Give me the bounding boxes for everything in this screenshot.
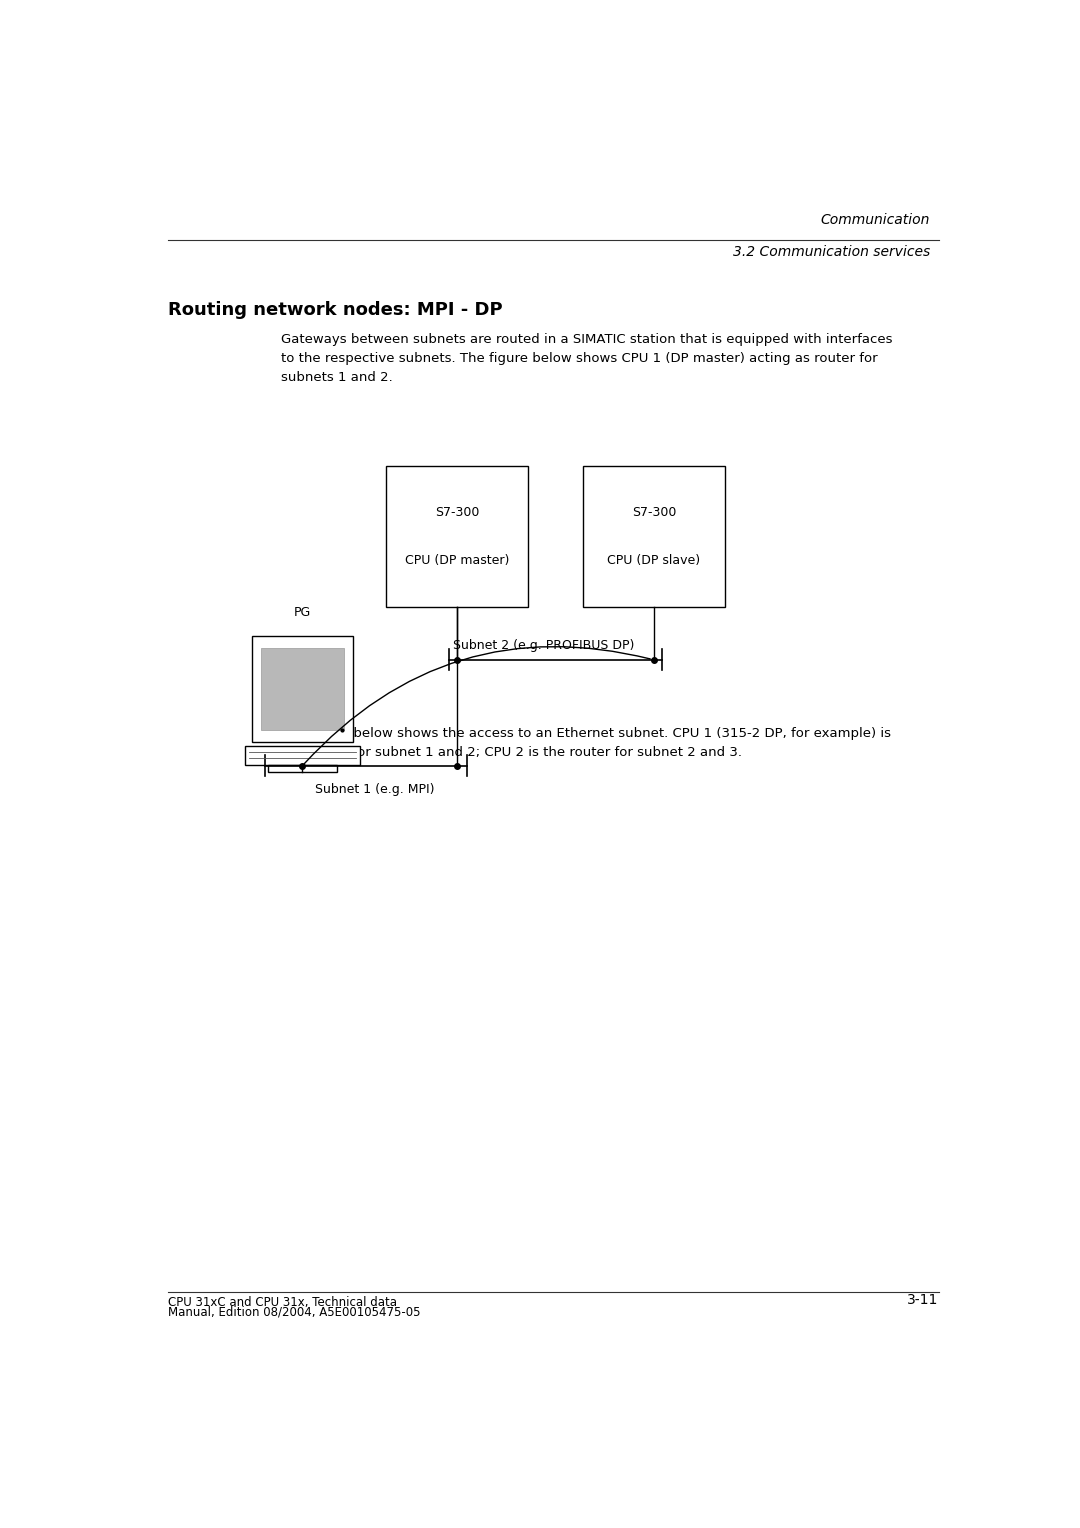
Text: 3-11: 3-11 [907,1293,939,1306]
Text: Manual, Edition 08/2004, A5E00105475-05: Manual, Edition 08/2004, A5E00105475-05 [168,1306,421,1319]
Text: PG: PG [294,605,311,619]
Text: 3.2 Communication services: 3.2 Communication services [733,244,930,258]
Text: CPU (DP slave): CPU (DP slave) [607,553,701,567]
FancyBboxPatch shape [245,746,360,764]
Text: CPU 31xC and CPU 31x, Technical data: CPU 31xC and CPU 31x, Technical data [168,1296,397,1309]
Text: S7-300: S7-300 [632,506,676,520]
Text: CPU (DP master): CPU (DP master) [405,553,510,567]
Text: Routing network nodes: MPI - DP: Routing network nodes: MPI - DP [168,301,503,319]
FancyArrowPatch shape [305,646,650,764]
Text: Gateways between subnets are routed in a SIMATIC station that is equipped with i: Gateways between subnets are routed in a… [282,333,893,384]
FancyBboxPatch shape [268,764,337,772]
FancyBboxPatch shape [260,648,345,730]
FancyBboxPatch shape [583,466,725,607]
Text: Communication: Communication [821,212,930,226]
Text: Subnet 2 (e.g. PROFIBUS DP): Subnet 2 (e.g. PROFIBUS DP) [454,639,634,651]
FancyBboxPatch shape [253,636,352,743]
Text: Subnet 1 (e.g. MPI): Subnet 1 (e.g. MPI) [314,784,434,796]
Text: The figure below shows the access to an Ethernet subnet. CPU 1 (315-2 DP, for ex: The figure below shows the access to an … [282,727,891,759]
Text: S7-300: S7-300 [435,506,480,520]
FancyBboxPatch shape [387,466,528,607]
